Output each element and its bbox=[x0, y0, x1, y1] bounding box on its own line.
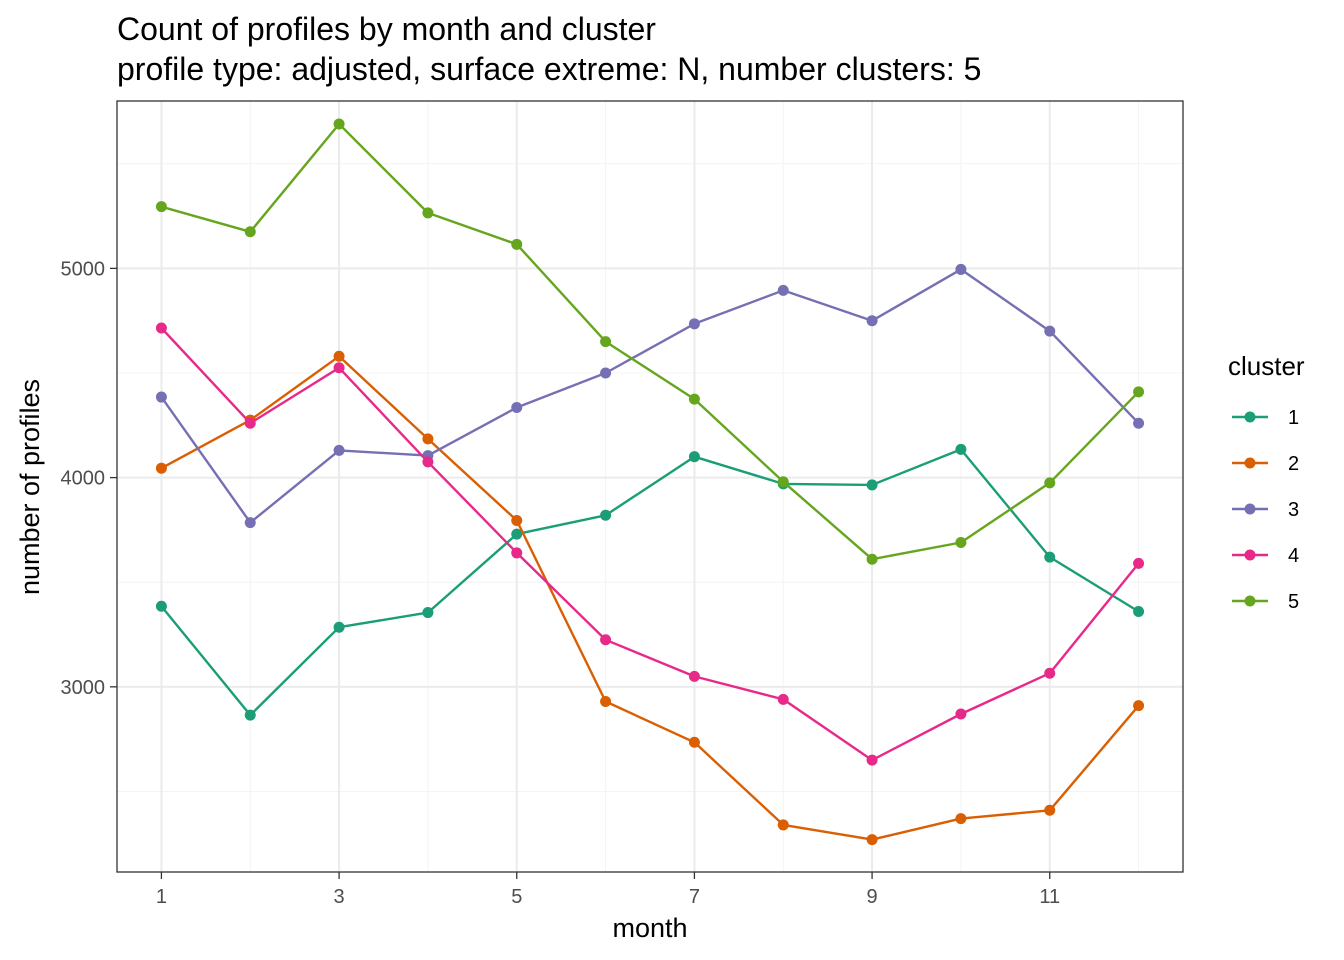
y-axis-title: number of profiles bbox=[15, 379, 45, 595]
y-tick-label: 4000 bbox=[61, 468, 106, 490]
data-point-cluster-3 bbox=[955, 263, 967, 275]
data-point-cluster-1 bbox=[155, 600, 167, 612]
data-point-cluster-1 bbox=[511, 528, 523, 540]
legend-key-cluster-4 bbox=[1244, 549, 1256, 561]
data-point-cluster-5 bbox=[688, 393, 700, 405]
data-point-cluster-3 bbox=[1133, 417, 1145, 429]
data-point-cluster-5 bbox=[600, 336, 612, 348]
data-point-cluster-1 bbox=[600, 509, 612, 521]
data-point-cluster-3 bbox=[155, 391, 167, 403]
plot-panel-border bbox=[116, 100, 1184, 873]
data-point-cluster-2 bbox=[422, 433, 434, 445]
data-point-cluster-5 bbox=[955, 536, 967, 548]
data-point-cluster-2 bbox=[600, 695, 612, 707]
x-tick-label: 3 bbox=[334, 886, 345, 908]
data-point-cluster-3 bbox=[777, 284, 789, 296]
data-point-cluster-1 bbox=[955, 443, 967, 455]
data-point-cluster-4 bbox=[866, 754, 878, 766]
data-point-cluster-2 bbox=[1044, 804, 1056, 816]
data-point-cluster-4 bbox=[422, 456, 434, 468]
data-point-cluster-5 bbox=[777, 476, 789, 488]
x-tick-label: 1 bbox=[156, 886, 167, 908]
legend: 1 2 3 4 5 bbox=[1232, 407, 1299, 613]
data-point-cluster-4 bbox=[155, 322, 167, 334]
data-point-cluster-1 bbox=[422, 607, 434, 619]
series-line-cluster-1 bbox=[160, 448, 1140, 717]
data-point-cluster-4 bbox=[777, 693, 789, 705]
legend-title: cluster bbox=[1228, 351, 1305, 381]
legend-label-cluster-5: 5 bbox=[1288, 591, 1299, 613]
series-line-cluster-3 bbox=[160, 268, 1140, 524]
data-point-cluster-3 bbox=[866, 315, 878, 327]
y-tick-label: 5000 bbox=[61, 258, 106, 280]
data-point-cluster-5 bbox=[244, 226, 256, 238]
data-point-cluster-2 bbox=[777, 819, 789, 831]
x-tick-label: 11 bbox=[1039, 886, 1060, 908]
data-point-cluster-2 bbox=[333, 350, 345, 362]
data-point-cluster-1 bbox=[244, 709, 256, 721]
legend-key-cluster-2 bbox=[1244, 457, 1256, 469]
data-point-cluster-3 bbox=[511, 402, 523, 414]
data-point-cluster-3 bbox=[244, 517, 256, 529]
x-tick-label: 9 bbox=[867, 886, 878, 908]
y-axis: 3000 4000 5000 bbox=[61, 258, 117, 699]
data-point-cluster-5 bbox=[1133, 386, 1145, 398]
data-point-cluster-4 bbox=[1044, 667, 1056, 679]
x-tick-label: 7 bbox=[689, 886, 700, 908]
y-tick-label: 3000 bbox=[61, 677, 106, 699]
data-point-cluster-2 bbox=[155, 462, 167, 474]
data-point-cluster-3 bbox=[1044, 325, 1056, 337]
series-line-cluster-5 bbox=[161, 122, 1140, 561]
legend-label-cluster-2: 2 bbox=[1288, 453, 1299, 475]
data-point-cluster-3 bbox=[600, 367, 612, 379]
data-point-cluster-2 bbox=[866, 834, 878, 846]
legend-key-cluster-5 bbox=[1244, 595, 1256, 607]
data-point-cluster-4 bbox=[688, 670, 700, 682]
data-point-cluster-2 bbox=[688, 736, 700, 748]
series-line-cluster-4 bbox=[160, 327, 1140, 762]
legend-label-cluster-4: 4 bbox=[1288, 545, 1299, 567]
data-point-cluster-5 bbox=[155, 201, 167, 213]
data-point-cluster-5 bbox=[1044, 477, 1056, 489]
x-axis: 1 3 5 7 9 11 bbox=[156, 872, 1060, 908]
data-point-cluster-2 bbox=[1133, 700, 1145, 712]
data-point-cluster-3 bbox=[333, 444, 345, 456]
data-point-cluster-5 bbox=[333, 118, 345, 130]
legend-key-cluster-1 bbox=[1244, 411, 1256, 423]
data-point-cluster-5 bbox=[422, 207, 434, 219]
data-point-cluster-4 bbox=[955, 708, 967, 720]
chart-title: Count of profiles by month and cluster bbox=[117, 11, 656, 47]
data-point-cluster-1 bbox=[1044, 551, 1056, 563]
data-point-cluster-4 bbox=[333, 362, 345, 374]
legend-key-cluster-3 bbox=[1244, 503, 1256, 515]
legend-label-cluster-1: 1 bbox=[1288, 407, 1299, 429]
data-point-cluster-4 bbox=[511, 547, 523, 559]
data-point-cluster-2 bbox=[511, 514, 523, 526]
x-axis-title: month bbox=[612, 913, 687, 943]
data-point-cluster-4 bbox=[600, 634, 612, 646]
data-point-cluster-1 bbox=[866, 479, 878, 491]
series-lines bbox=[155, 118, 1145, 846]
data-point-cluster-1 bbox=[1133, 606, 1145, 618]
data-point-cluster-3 bbox=[688, 318, 700, 330]
legend-label-cluster-3: 3 bbox=[1288, 499, 1299, 521]
data-point-cluster-1 bbox=[688, 451, 700, 463]
minor-gridlines bbox=[117, 101, 1183, 872]
data-point-cluster-4 bbox=[244, 417, 256, 429]
data-point-cluster-1 bbox=[333, 621, 345, 633]
x-tick-label: 5 bbox=[511, 886, 522, 908]
data-point-cluster-5 bbox=[866, 553, 878, 565]
chart-subtitle: profile type: adjusted, surface extreme:… bbox=[117, 51, 981, 87]
series-line-cluster-2 bbox=[160, 355, 1140, 841]
data-point-cluster-4 bbox=[1133, 557, 1145, 569]
data-point-cluster-5 bbox=[511, 238, 523, 250]
data-point-cluster-2 bbox=[955, 813, 967, 825]
